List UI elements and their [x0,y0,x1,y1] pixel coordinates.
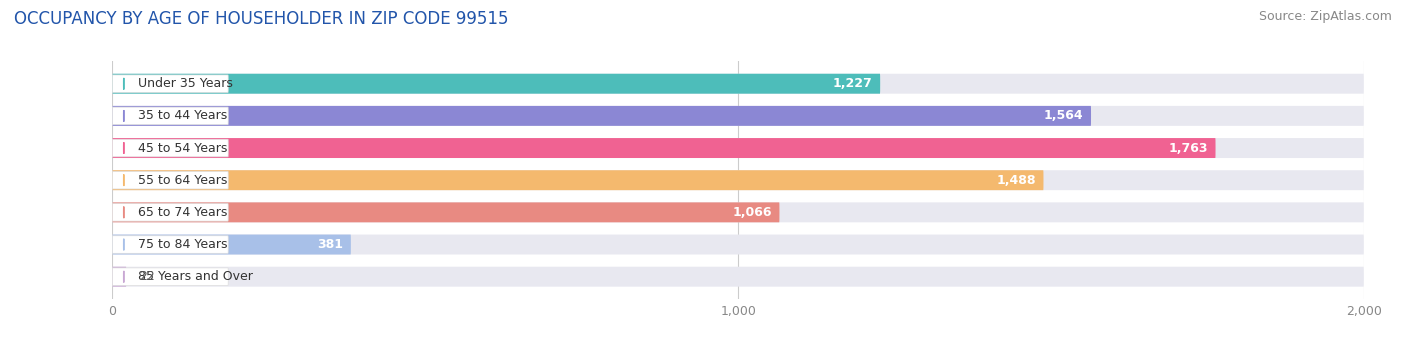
FancyBboxPatch shape [112,106,1091,126]
FancyBboxPatch shape [112,204,228,221]
Text: 45 to 54 Years: 45 to 54 Years [138,141,226,155]
Text: Under 35 Years: Under 35 Years [138,77,232,90]
FancyBboxPatch shape [112,267,127,287]
FancyBboxPatch shape [112,75,228,92]
Text: 22: 22 [139,270,155,283]
FancyBboxPatch shape [112,236,228,253]
FancyBboxPatch shape [112,107,228,125]
FancyBboxPatch shape [112,202,1364,222]
FancyBboxPatch shape [112,170,1364,190]
FancyBboxPatch shape [112,138,1364,158]
FancyBboxPatch shape [112,139,228,157]
Text: 75 to 84 Years: 75 to 84 Years [138,238,226,251]
Text: 1,564: 1,564 [1043,109,1084,122]
Text: 381: 381 [318,238,343,251]
FancyBboxPatch shape [112,235,1364,255]
FancyBboxPatch shape [112,106,1364,126]
FancyBboxPatch shape [112,268,228,286]
Text: 1,227: 1,227 [832,77,873,90]
Text: 1,763: 1,763 [1168,141,1208,155]
Text: 1,066: 1,066 [733,206,772,219]
FancyBboxPatch shape [112,267,1364,287]
Text: 55 to 64 Years: 55 to 64 Years [138,174,226,187]
Text: 65 to 74 Years: 65 to 74 Years [138,206,226,219]
Text: 1,488: 1,488 [997,174,1036,187]
FancyBboxPatch shape [112,235,352,255]
Text: 85 Years and Over: 85 Years and Over [138,270,253,283]
Text: OCCUPANCY BY AGE OF HOUSEHOLDER IN ZIP CODE 99515: OCCUPANCY BY AGE OF HOUSEHOLDER IN ZIP C… [14,10,509,28]
FancyBboxPatch shape [112,171,228,189]
FancyBboxPatch shape [112,74,1364,94]
FancyBboxPatch shape [112,74,880,94]
FancyBboxPatch shape [112,202,779,222]
Text: 35 to 44 Years: 35 to 44 Years [138,109,226,122]
Text: Source: ZipAtlas.com: Source: ZipAtlas.com [1258,10,1392,23]
FancyBboxPatch shape [112,170,1043,190]
FancyBboxPatch shape [112,138,1216,158]
